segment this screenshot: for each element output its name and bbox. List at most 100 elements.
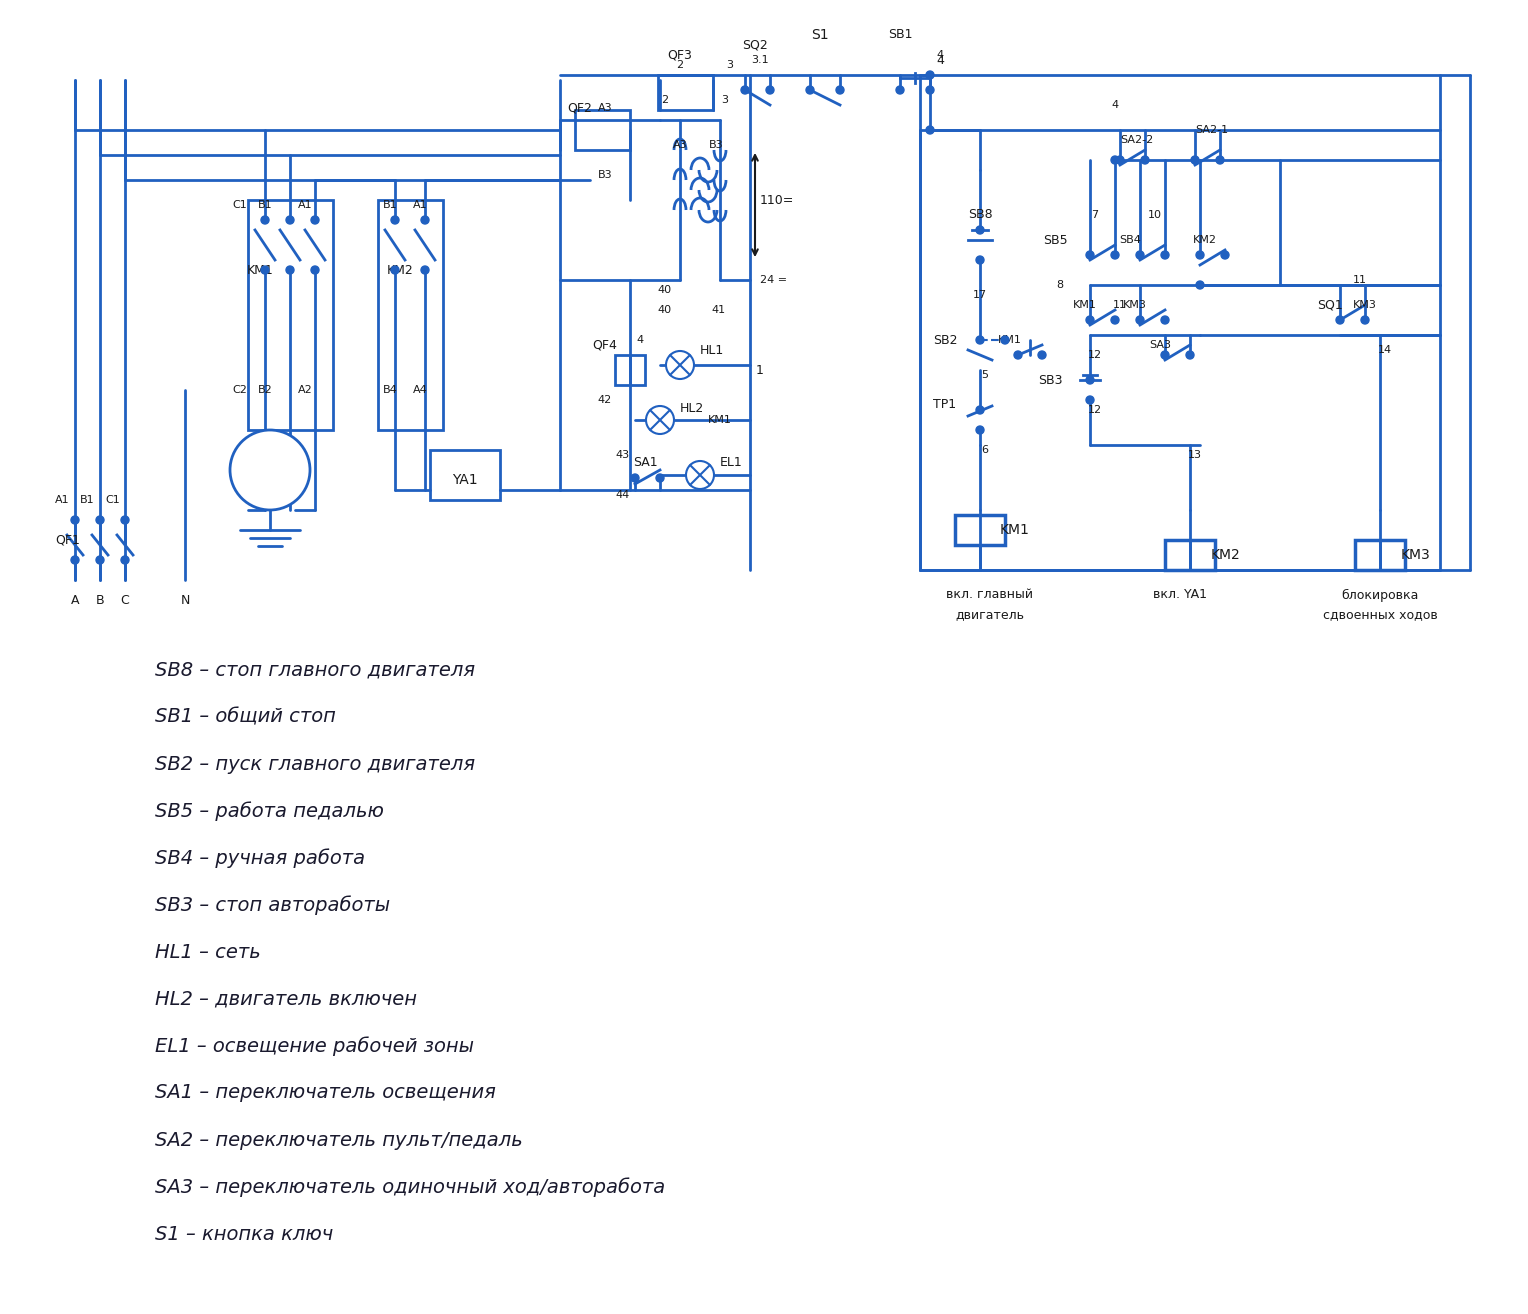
Text: QF1: QF1 [55,533,79,547]
Text: SB1: SB1 [888,29,912,42]
Text: 2: 2 [662,95,669,105]
Text: QF2: QF2 [567,101,593,114]
Text: B3: B3 [709,141,723,150]
Circle shape [422,265,429,275]
Text: 17: 17 [973,290,987,300]
Circle shape [1086,315,1094,325]
Circle shape [1038,351,1047,359]
Text: 12: 12 [1088,405,1102,415]
Circle shape [976,406,984,414]
Bar [955,515,1005,545]
Circle shape [895,85,905,95]
Text: SA1 – переключатель освещения: SA1 – переключатель освещения [154,1084,497,1102]
Circle shape [121,556,128,564]
Text: SB4 – ручная работа: SB4 – ручная работа [154,848,365,867]
Circle shape [286,265,293,275]
Circle shape [926,126,934,134]
Text: 7: 7 [1091,210,1099,219]
Text: 8: 8 [1056,280,1063,290]
Circle shape [1111,251,1118,259]
Circle shape [766,85,775,95]
Text: 41: 41 [711,305,726,315]
Text: QF4: QF4 [593,339,617,352]
Bar [1355,540,1406,570]
Text: вкл. YA1: вкл. YA1 [1154,589,1207,602]
Circle shape [1335,315,1345,325]
Text: N: N [180,594,189,607]
Text: KM2: KM2 [1193,235,1216,244]
Circle shape [666,351,694,378]
Bar [575,110,630,150]
Text: C: C [121,594,130,607]
Text: сдвоенных ходов: сдвоенных ходов [1323,608,1438,622]
Text: A3: A3 [597,102,613,113]
Circle shape [1161,251,1169,259]
Circle shape [1141,156,1149,164]
Text: SA2-1: SA2-1 [1195,125,1229,135]
Circle shape [1135,251,1144,259]
Text: 4: 4 [937,54,944,67]
Text: 4: 4 [1111,100,1118,110]
Text: SB2: SB2 [932,334,957,347]
Text: HL2 – двигатель включен: HL2 – двигатель включен [154,989,417,1009]
Circle shape [976,426,984,434]
Circle shape [976,336,984,344]
Circle shape [1086,396,1094,403]
Text: KM1: KM1 [1073,300,1097,310]
Text: KM2: KM2 [1210,548,1239,562]
Circle shape [96,516,104,524]
Circle shape [1001,336,1008,344]
Bar [377,200,443,430]
Text: EL1 – освещение рабочей зоны: EL1 – освещение рабочей зоны [154,1037,474,1056]
Text: M1: M1 [258,463,281,477]
Text: 40: 40 [659,285,672,296]
Circle shape [422,215,429,223]
Circle shape [121,516,128,524]
Text: SB3 – стоп автоработы: SB3 – стоп автоработы [154,895,390,915]
Bar [1164,540,1215,570]
Text: KM3: KM3 [1400,548,1430,562]
Circle shape [391,215,399,223]
Circle shape [976,226,984,234]
Circle shape [391,265,399,275]
Text: 43: 43 [616,449,630,460]
Bar [248,200,333,430]
Text: B1: B1 [79,495,95,505]
Text: KM1: KM1 [246,264,274,276]
Circle shape [312,265,319,275]
Text: SB4: SB4 [1118,235,1141,244]
Text: 44: 44 [616,490,630,501]
Circle shape [96,556,104,564]
Text: SB8: SB8 [967,209,992,222]
Text: SB5: SB5 [1042,234,1068,247]
Text: SB2 – пуск главного двигателя: SB2 – пуск главного двигателя [154,754,475,774]
Text: 1: 1 [756,364,764,377]
Text: 11: 11 [1112,300,1128,310]
Text: SQ1: SQ1 [1317,298,1343,311]
Circle shape [1186,351,1193,359]
Circle shape [805,85,814,95]
Text: C1: C1 [232,200,248,210]
Text: двигатель: двигатель [955,608,1024,622]
Circle shape [1196,251,1204,259]
Text: B4: B4 [382,385,397,396]
Text: A1: A1 [55,495,70,505]
Circle shape [926,71,934,79]
Circle shape [836,85,843,95]
Text: A2: A2 [298,385,312,396]
Circle shape [261,215,269,223]
Text: 3.1: 3.1 [752,55,769,64]
Circle shape [1190,156,1199,164]
Circle shape [1111,315,1118,325]
Text: 10: 10 [1148,210,1161,219]
Text: EL1: EL1 [720,456,743,469]
Text: S1: S1 [811,28,828,42]
Text: C2: C2 [232,385,248,396]
Circle shape [1111,156,1118,164]
Circle shape [1196,281,1204,289]
Text: TP1: TP1 [934,398,957,411]
Text: 5: 5 [981,371,989,380]
Text: HL2: HL2 [680,402,704,414]
Text: S1 – кнопка ключ: S1 – кнопка ключ [154,1225,333,1243]
Text: SB1 – общий стоп: SB1 – общий стоп [154,707,336,727]
